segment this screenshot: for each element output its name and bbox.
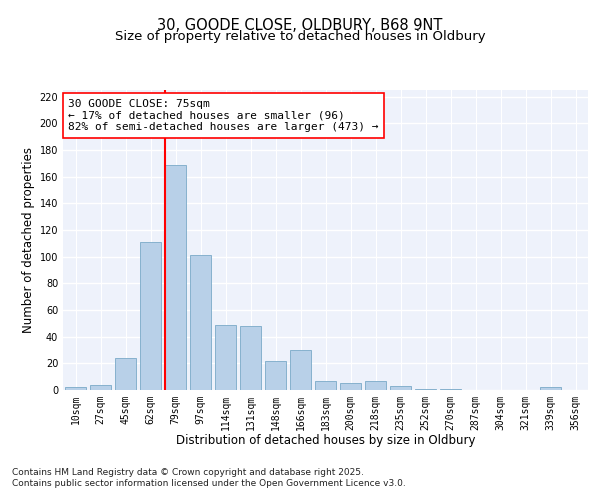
Bar [240, 326, 261, 390]
Bar [190, 256, 211, 390]
Text: Contains HM Land Registry data © Crown copyright and database right 2025.
Contai: Contains HM Land Registry data © Crown c… [12, 468, 406, 487]
Text: 30 GOODE CLOSE: 75sqm
← 17% of detached houses are smaller (96)
82% of semi-deta: 30 GOODE CLOSE: 75sqm ← 17% of detached … [68, 99, 379, 132]
Bar [440, 388, 461, 390]
Bar [315, 380, 336, 390]
Bar [340, 384, 361, 390]
Bar [290, 350, 311, 390]
Bar [165, 164, 186, 390]
Bar [140, 242, 161, 390]
Bar [365, 380, 386, 390]
Bar [265, 360, 286, 390]
Text: 30, GOODE CLOSE, OLDBURY, B68 9NT: 30, GOODE CLOSE, OLDBURY, B68 9NT [157, 18, 443, 32]
Bar [115, 358, 136, 390]
Bar [215, 324, 236, 390]
Y-axis label: Number of detached properties: Number of detached properties [22, 147, 35, 333]
X-axis label: Distribution of detached houses by size in Oldbury: Distribution of detached houses by size … [176, 434, 475, 448]
Bar [415, 388, 436, 390]
Bar [540, 388, 561, 390]
Text: Size of property relative to detached houses in Oldbury: Size of property relative to detached ho… [115, 30, 485, 43]
Bar [390, 386, 411, 390]
Bar [90, 384, 111, 390]
Bar [65, 388, 86, 390]
